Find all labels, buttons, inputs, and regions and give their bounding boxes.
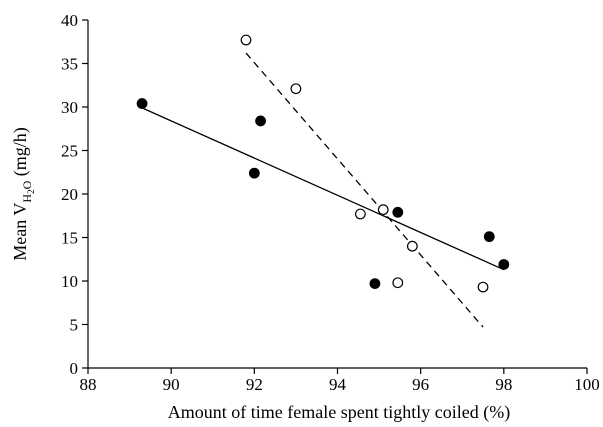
y-tick-label: 5 [70, 316, 79, 335]
filled-data-point [498, 259, 510, 270]
open-data-point [377, 204, 389, 216]
y-axis-title-subscript-3: O [20, 180, 34, 189]
filled-data-point [392, 206, 404, 218]
y-tick-label: 20 [61, 185, 78, 204]
open-data-point [392, 277, 404, 289]
y-tick-label: 25 [61, 142, 78, 161]
fit-lines [141, 52, 505, 328]
y-tick-label: 0 [70, 359, 79, 378]
filled-data-point [255, 115, 266, 127]
y-tick-label: 10 [61, 272, 78, 291]
x-tick-label: 96 [412, 375, 429, 394]
filled-data-point [248, 167, 260, 179]
y-axis-title-dot: · [11, 147, 26, 152]
x-axis-ticks: 88 90 92 94 96 98 100 [80, 368, 600, 394]
x-axis-title: Amount of time female spent tightly coil… [168, 402, 510, 423]
filled-data-point [483, 231, 495, 243]
y-tick-label: 15 [61, 229, 78, 248]
solid-fit-line [141, 107, 505, 271]
open-data-point [354, 208, 366, 220]
y-axis-title: Mean VH2O (mg/h) [10, 127, 36, 261]
filled-data-point [369, 278, 381, 290]
y-tick-label: 30 [61, 98, 78, 117]
x-tick-label: 100 [574, 375, 600, 394]
x-tick-label: 94 [329, 375, 347, 394]
open-data-point [477, 281, 489, 293]
y-tick-label: 40 [61, 11, 78, 30]
y-axis-title-prefix: Mean [10, 216, 30, 261]
y-axis-ticks: 0 5 10 15 20 25 30 35 40 [61, 11, 88, 378]
open-data-point [240, 34, 252, 46]
y-axis-title-symbol: V [10, 203, 30, 216]
y-axis-title-subscript: H [20, 194, 34, 203]
y-tick-label: 35 [61, 55, 78, 74]
x-tick-label: 92 [246, 375, 263, 394]
x-tick-label: 98 [495, 375, 512, 394]
open-data-point [406, 240, 418, 252]
plot-area [87, 20, 587, 369]
y-axis-title-suffix: (mg/h) [10, 127, 31, 181]
dashed-fit-line [245, 52, 484, 328]
y-axis-title-subscript-2: 2 [26, 189, 36, 194]
data-points [136, 34, 510, 293]
x-tick-label: 88 [80, 375, 97, 394]
filled-data-point [136, 98, 148, 109]
x-tick-label: 90 [163, 375, 180, 394]
open-data-point [290, 83, 302, 95]
